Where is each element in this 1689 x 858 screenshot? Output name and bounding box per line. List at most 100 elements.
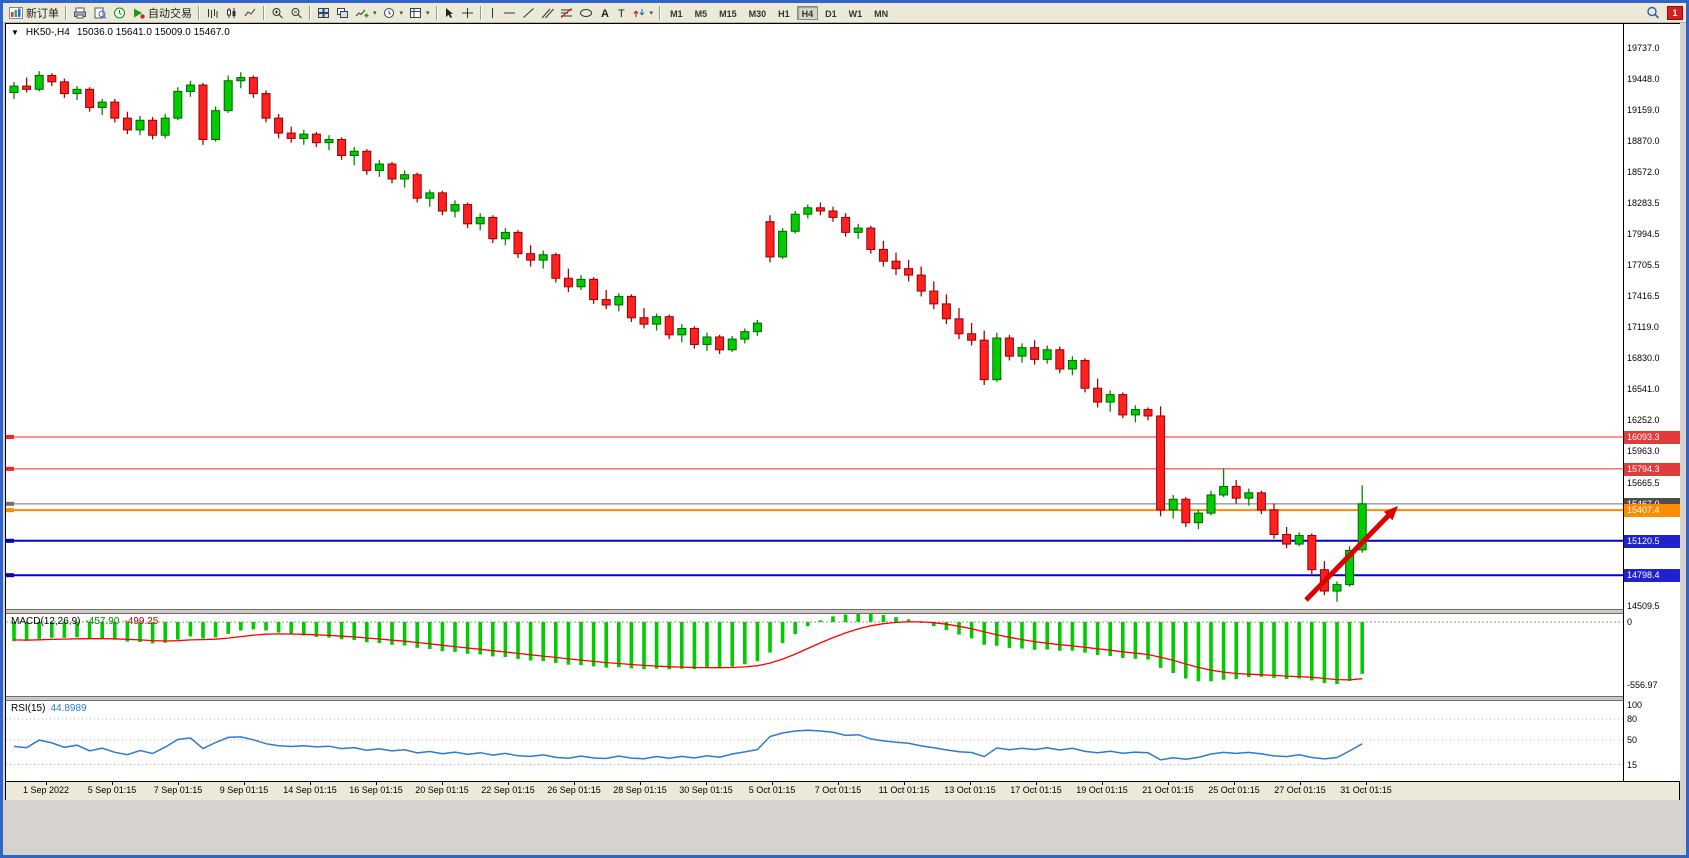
new-order-icon [9, 6, 23, 19]
svg-text:T: T [618, 8, 625, 19]
pane-separator[interactable] [6, 696, 1679, 701]
price-axis-label: 17416.5 [1627, 290, 1660, 301]
autotrading-button[interactable]: 自动交易 [129, 4, 195, 21]
price-badge-15120.5: 15120.5 [1624, 534, 1680, 548]
main-price-pane[interactable]: ▼ HK50-,H4 15036.0 15641.0 15009.0 15467… [6, 24, 1623, 609]
candles-layer [9, 71, 1367, 602]
rsi-axis-label: 80 [1627, 714, 1638, 724]
period-m15[interactable]: M15 [719, 8, 737, 19]
trend-arrow[interactable] [1304, 506, 1398, 602]
period-h4[interactable]: H4 [796, 5, 819, 20]
cascade-windows-button[interactable] [333, 4, 352, 21]
rsi-name: RSI(15) [11, 703, 46, 714]
price-badge-15407.4: 15407.4 [1624, 504, 1680, 518]
printer-icon [74, 7, 86, 18]
rsi-label: RSI(15) 44.8989 [11, 703, 87, 714]
horizontal-line-button[interactable] [500, 4, 519, 21]
zoom-out-icon [291, 7, 302, 18]
time-axis-label: 17 Oct 01:15 [1010, 785, 1062, 795]
time-axis-label: 30 Sep 01:15 [679, 785, 733, 795]
time-axis-tick [640, 782, 641, 785]
time-axis-tick [244, 782, 245, 785]
time-axis-tick [1036, 782, 1037, 785]
refresh-button[interactable] [110, 4, 129, 21]
macd-axis-min: -556.97 [1627, 680, 1658, 690]
fibonacci-button[interactable] [557, 4, 576, 21]
chevron-down-icon: ▾ [399, 9, 404, 17]
line-chart-button[interactable] [241, 4, 260, 21]
autotrading-icon [134, 8, 145, 19]
price-axis[interactable]: 19737.0 19448.0 19159.0 18870.0 18572.0 18283… [1623, 24, 1680, 781]
trendline-button[interactable] [519, 4, 538, 21]
period-d1[interactable]: D1 [825, 8, 837, 19]
timeframes-button[interactable]: ▾ [380, 4, 407, 21]
time-axis-tick [1234, 782, 1235, 785]
period-m5[interactable]: M5 [694, 8, 708, 19]
time-axis-label: 25 Oct 01:15 [1208, 785, 1260, 795]
chart-title-bar: ▼ HK50-,H4 15036.0 15641.0 15009.0 15467… [11, 27, 230, 38]
macd-pane[interactable]: MACD(12,26,9) -457.90 -499.25 [6, 614, 1623, 696]
zoom-out-button[interactable] [287, 4, 306, 21]
macd-axis-zero: 0 [1627, 617, 1633, 627]
zoom-in-button[interactable] [268, 4, 287, 21]
templates-button[interactable]: ▾ [406, 4, 433, 21]
one-click-trading-toggle[interactable]: ▼ [11, 28, 19, 37]
time-axis[interactable]: 1 Sep 2022 5 Sep 01:15 7 Sep 01:15 9 Sep 01… [6, 781, 1679, 800]
candlestick-chart-button[interactable] [222, 4, 241, 21]
template-icon [410, 7, 422, 18]
text-button[interactable]: A [596, 4, 613, 21]
macd-histogram [12, 614, 1364, 684]
indicators-button[interactable]: ▾ [352, 4, 380, 21]
search-button[interactable] [1643, 4, 1663, 21]
print-button[interactable] [70, 4, 90, 21]
cursor-icon [445, 7, 453, 18]
rsi-pane[interactable]: RSI(15) 44.8989 [6, 701, 1623, 781]
text-label-button[interactable]: T [613, 4, 630, 21]
print-preview-button[interactable] [90, 4, 110, 21]
time-axis-tick [970, 782, 971, 785]
period-mn[interactable]: MN [874, 8, 889, 19]
new-order-button[interactable]: 新订单 [6, 4, 62, 21]
toolbar-separator [198, 5, 200, 20]
cursor-button[interactable] [441, 4, 458, 21]
macd-signal-value: -499.25 [124, 616, 159, 627]
crosshair-button[interactable] [458, 4, 477, 21]
candlestick-plot [6, 71, 1623, 602]
time-axis-label: 16 Sep 01:15 [349, 785, 403, 795]
price-axis-label: 17994.5 [1627, 229, 1660, 239]
time-axis-label: 9 Sep 01:15 [219, 785, 269, 795]
toolbar: 新订单 自动交易 ▾ ▾ ▾ A T ▾ [3, 3, 1686, 23]
candlestick-icon [227, 7, 236, 18]
notification-badge[interactable]: 1 [1667, 5, 1683, 20]
shapes-button[interactable] [576, 4, 596, 21]
period-m1[interactable]: M1 [670, 8, 683, 19]
price-axis-label: 14509.5 [1627, 601, 1660, 612]
tile-windows-icon [318, 7, 329, 18]
period-m30[interactable]: M30 [748, 8, 767, 19]
vertical-line-button[interactable] [485, 4, 500, 21]
price-badge-16093.3: 16093.3 [1624, 430, 1680, 444]
time-axis-tick [706, 782, 707, 785]
tile-windows-button[interactable] [314, 4, 333, 21]
time-axis-label: 7 Oct 01:15 [814, 785, 862, 795]
price-axis-label: 19737.0 [1627, 43, 1660, 53]
toolbar-separator [309, 5, 311, 20]
text-label-icon: T [618, 8, 625, 19]
ellipse-shape-icon [579, 8, 592, 17]
search-icon [1647, 6, 1660, 19]
arrows-button[interactable]: ▾ [630, 4, 657, 21]
cascade-windows-icon [337, 7, 348, 18]
chevron-down-icon: ▾ [373, 9, 377, 17]
rsi-plot [6, 718, 1623, 765]
channel-button[interactable] [538, 4, 557, 21]
price-axis-label: 16830.0 [1627, 353, 1660, 364]
clock-icon [114, 7, 125, 18]
bar-chart-button[interactable] [203, 4, 222, 21]
period-h1[interactable]: H1 [778, 8, 790, 19]
period-w1[interactable]: W1 [848, 8, 863, 19]
text-icon: A [601, 8, 609, 19]
pane-separator[interactable] [6, 609, 1679, 614]
time-axis-label: 26 Sep 01:15 [547, 785, 601, 795]
vertical-line-icon [491, 7, 493, 18]
chart-symbol-period: HK50-,H4 [25, 27, 70, 38]
